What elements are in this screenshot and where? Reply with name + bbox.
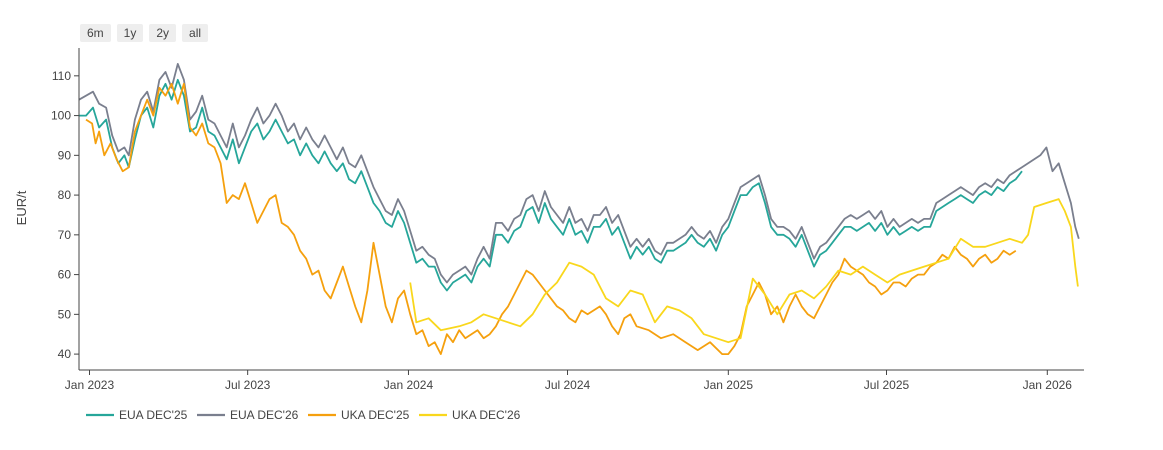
x-tick-label: Jan 2023 — [65, 378, 115, 392]
plot-area[interactable] — [78, 63, 1080, 356]
series-line-uka-dec-26[interactable] — [409, 198, 1079, 344]
y-tick-label: 50 — [58, 307, 72, 321]
x-tick-label: Jan 2026 — [1023, 378, 1073, 392]
legend-item-uka-dec-25[interactable]: UKA DEC'25 — [308, 408, 410, 422]
x-tick-label: Jul 2024 — [545, 378, 591, 392]
y-tick-label: 60 — [58, 268, 72, 282]
y-tick-label: 100 — [51, 109, 71, 123]
series-line-eua-dec-26[interactable] — [78, 63, 1080, 284]
legend-label: UKA DEC'25 — [341, 408, 410, 422]
series-line-eua-dec-25[interactable] — [79, 78, 1023, 292]
y-tick-label: 80 — [58, 188, 72, 202]
x-tick-label: Jan 2024 — [384, 378, 434, 392]
legend: EUA DEC'25 EUA DEC'26 UKA DEC'25 UKA DEC'26 — [86, 408, 521, 422]
range-button-all[interactable]: all — [182, 24, 209, 42]
range-button-6m[interactable]: 6m — [80, 24, 111, 42]
legend-item-eua-dec-25[interactable]: EUA DEC'25 — [86, 408, 188, 422]
legend-label: EUA DEC'25 — [119, 408, 188, 422]
legend-item-uka-dec-26[interactable]: UKA DEC'26 — [419, 408, 521, 422]
x-tick-label: Jul 2025 — [864, 378, 910, 392]
y-tick-label: 70 — [58, 228, 72, 242]
x-tick-label: Jan 2025 — [704, 378, 754, 392]
y-tick-label: 90 — [58, 148, 72, 162]
axes: 40 50 60 70 80 90 100 110 Jan 2023 Jul 2023 Jan 20… — [51, 48, 1084, 392]
range-selector: 6m 1y 2y all — [80, 24, 209, 42]
range-button-2y[interactable]: 2y — [149, 24, 177, 42]
x-tick-label: Jul 2023 — [225, 378, 271, 392]
legend-label: EUA DEC'26 — [230, 408, 299, 422]
legend-label: UKA DEC'26 — [452, 408, 521, 422]
y-tick-label: 110 — [52, 69, 71, 83]
legend-item-eua-dec-26[interactable]: EUA DEC'26 — [197, 408, 299, 422]
y-tick-label: 40 — [58, 347, 72, 361]
series-line-uka-dec-25[interactable] — [85, 82, 1017, 356]
y-axis-title: EUR/t — [14, 190, 29, 225]
range-button-1y[interactable]: 1y — [116, 24, 144, 42]
